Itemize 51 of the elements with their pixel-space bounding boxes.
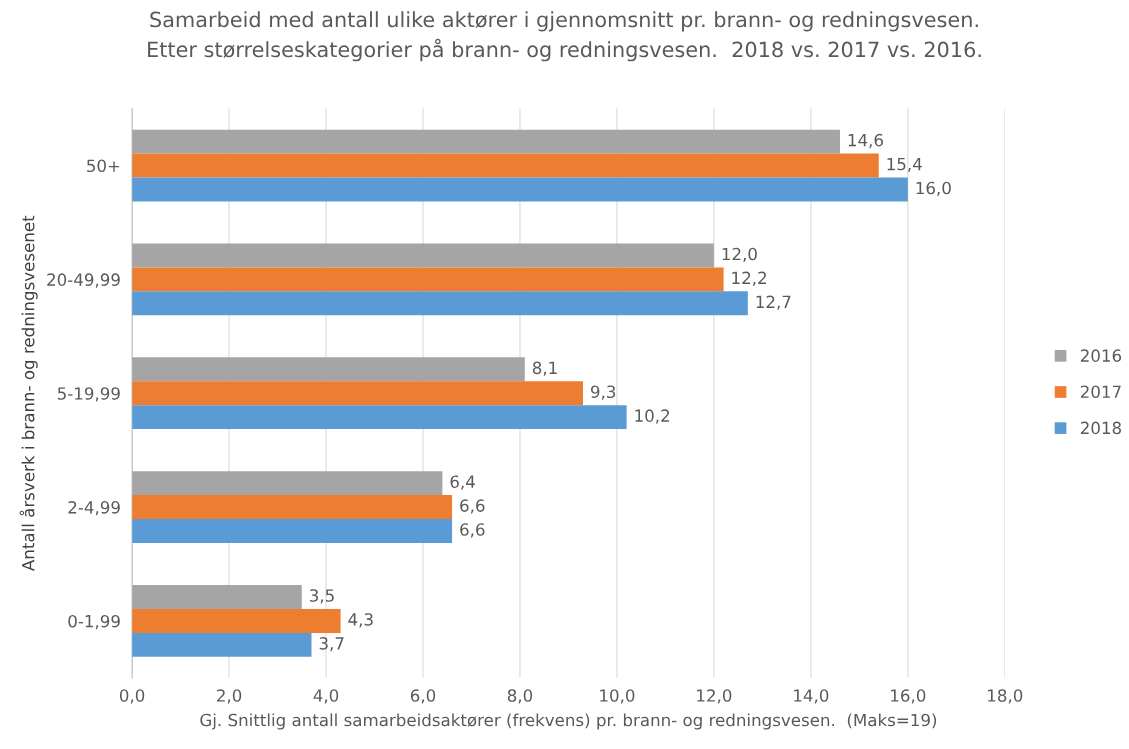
data-label: 8,1	[532, 361, 557, 376]
x-tick-label: 0,0	[119, 689, 145, 704]
bar	[132, 153, 879, 178]
bar	[132, 471, 443, 496]
y-tick-label: 50+	[87, 159, 120, 173]
bar	[132, 243, 714, 268]
legend-label: 2018	[1080, 421, 1121, 435]
y-axis-title: Antall årsverk i brann- og redningsvesenet	[19, 215, 38, 571]
bar	[132, 267, 724, 292]
bar	[132, 405, 627, 430]
data-label: 14,6	[848, 133, 883, 149]
bar	[132, 381, 583, 406]
data-label: 15,4	[887, 157, 922, 173]
legend-label: 2017	[1080, 385, 1121, 399]
data-label: 3,7	[319, 637, 344, 652]
y-tick-label: 20-49,99	[47, 273, 120, 288]
x-tick-label: 12,0	[697, 689, 732, 704]
bar	[132, 495, 453, 520]
data-label: 10,2	[635, 409, 670, 424]
x-tick-label: 16,0	[891, 689, 926, 704]
bar	[132, 585, 302, 609]
data-label: 3,5	[310, 589, 334, 604]
bar	[132, 632, 312, 657]
x-tick-label: 4,0	[313, 689, 339, 704]
chart-title: Samarbeid med antall ulike aktører i gjennomsnitt pr. brann- og redningsvesen. Etter størrelseskategorier på brann- og redningsvesen. 2018 vs. 2017 vs. 2016.	[148, 11, 981, 62]
y-tick-label: 5-19,99	[57, 387, 120, 402]
bar	[132, 177, 908, 202]
x-tick-label: 14,0	[794, 689, 829, 704]
data-label: 12,0	[722, 247, 757, 263]
legend-label: 2016	[1080, 349, 1122, 362]
bar	[132, 291, 748, 316]
x-axis-title: Gj. Snittlig antall samarbeidsaktører (frekvens) pr. brann- og redningsvesen. (Maks=19)	[200, 713, 937, 730]
data-label: 4,3	[348, 613, 373, 628]
data-label: 6,4	[450, 475, 475, 490]
x-tick-label: 6,0	[410, 689, 436, 704]
x-tick-label: 2,0	[217, 689, 242, 704]
bar	[132, 129, 840, 154]
data-label: 16,0	[916, 181, 951, 196]
data-label: 6,6	[460, 499, 485, 514]
bar	[132, 357, 525, 382]
y-tick-label: 0-1,99	[68, 614, 120, 630]
data-label: 9,3	[590, 385, 616, 400]
x-tick-label: 18,0	[988, 689, 1023, 704]
data-label: 6,6	[460, 523, 485, 538]
x-tick-label: 10,0	[600, 689, 635, 704]
data-label: 12,2	[732, 271, 766, 286]
bar	[132, 608, 341, 633]
y-tick-label: 2-4,99	[68, 501, 120, 516]
x-tick-label: 8,0	[507, 689, 533, 704]
bar	[132, 519, 453, 543]
data-label: 12,7	[756, 295, 791, 310]
